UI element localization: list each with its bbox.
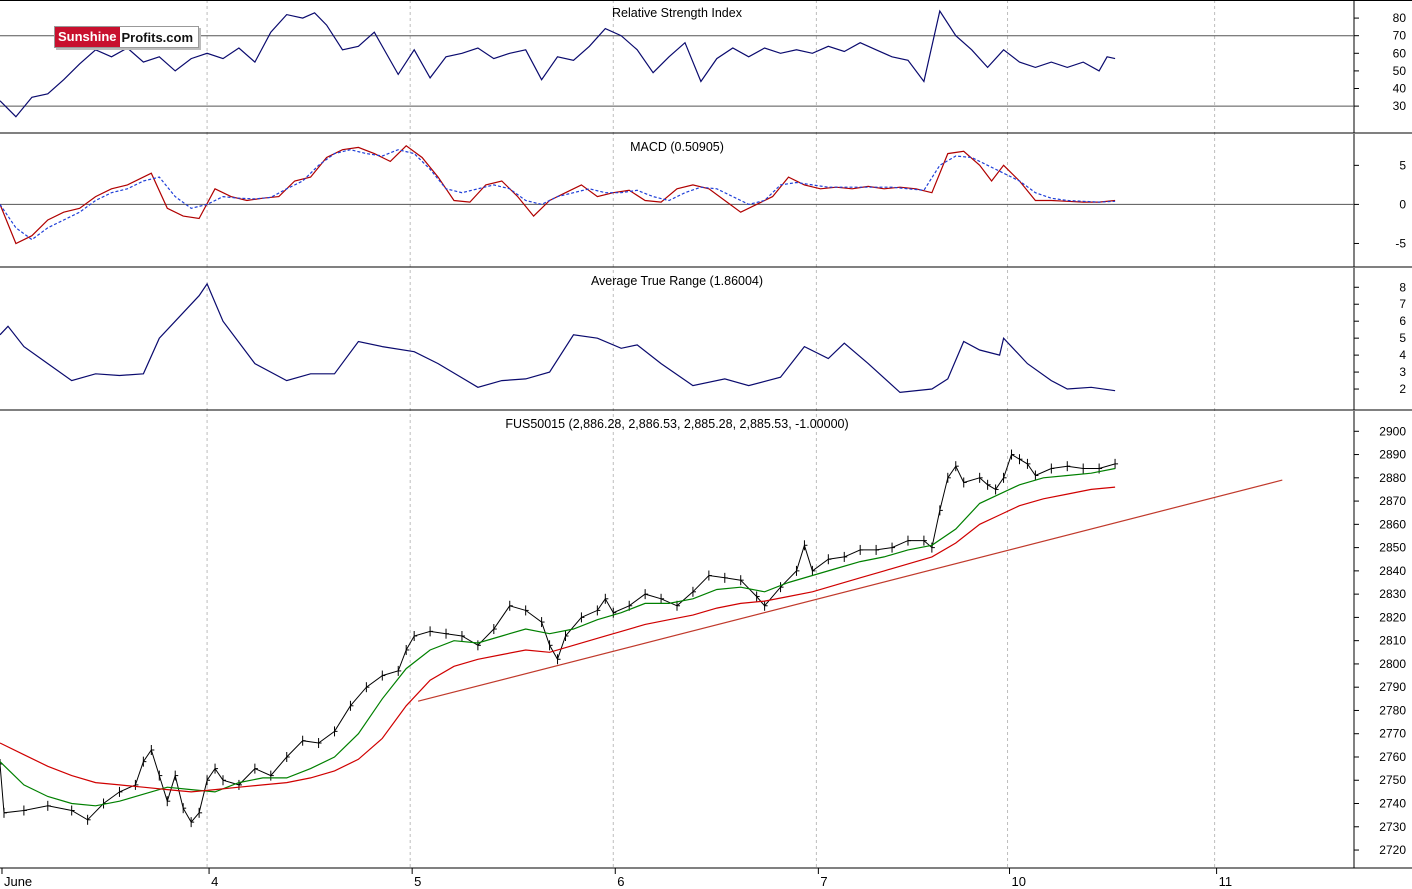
y-tick-label: 8: [1399, 280, 1406, 294]
y-tick-label: 2880: [1379, 471, 1406, 485]
y-tick-label: 4: [1399, 348, 1406, 362]
signal-series-line: [0, 149, 1116, 241]
panel-0: 30 40 50 60 70 80 Relative Strength Index: [0, 0, 1412, 134]
panel-title: Relative Strength Index: [612, 6, 743, 20]
y-tick-label: 2800: [1379, 657, 1406, 671]
y-tick-label: 30: [1393, 99, 1407, 113]
y-tick-label: 2830: [1379, 587, 1406, 601]
y-tick-label: 2840: [1379, 564, 1406, 578]
x-tick-label: 11: [1219, 874, 1233, 889]
x-tick-label: 10: [1012, 874, 1026, 889]
logo-part1: Sunshine: [55, 27, 120, 47]
y-tick-label: 2860: [1379, 517, 1406, 531]
panel-title: Average True Range (1.86004): [591, 274, 763, 288]
y-tick-label: 2870: [1379, 494, 1406, 508]
y-tick-label: -5: [1395, 236, 1406, 250]
y-tick-label: 3: [1399, 365, 1406, 379]
y-tick-label: 50: [1393, 64, 1407, 78]
y-tick-label: 2850: [1379, 541, 1406, 555]
y-tick-label: 6: [1399, 314, 1406, 328]
y-tick-label: 2730: [1379, 820, 1406, 834]
sunshine-profits-logo: Sunshine Profits.com: [54, 26, 200, 48]
y-tick-label: 2740: [1379, 797, 1406, 811]
x-tick-label: 6: [617, 874, 624, 889]
x-tick-label: 7: [820, 874, 827, 889]
y-tick-label: 5: [1399, 158, 1406, 172]
atr-series-line: [0, 282, 1116, 394]
x-tick-label: 4: [211, 874, 218, 889]
y-tick-label: 2750: [1379, 773, 1406, 787]
y-tick-label: 5: [1399, 331, 1406, 345]
y-tick-label: 2: [1399, 382, 1406, 396]
y-tick-label: 60: [1393, 46, 1407, 60]
y-tick-label: 2720: [1379, 843, 1406, 857]
y-tick-label: 2820: [1379, 610, 1406, 624]
ma-long-series-line: [0, 486, 1116, 793]
panel-3: 2720 2730 2740 2750 2760 2770 2780 2790 2800 2810…: [0, 411, 1412, 889]
macd-series-line: [0, 145, 1116, 245]
rsi-series-line: [0, 9, 1116, 118]
price-line: [0, 453, 1116, 823]
y-tick-label: 80: [1393, 11, 1407, 25]
y-tick-label: 2780: [1379, 703, 1406, 717]
y-tick-label: 0: [1399, 197, 1406, 211]
panel-title: MACD (0.50905): [630, 140, 724, 154]
x-tick-label: June: [4, 874, 32, 889]
panel-2: 2 3 4 5 6 7 8 Average True Range (1.86004): [0, 268, 1412, 411]
y-tick-label: 7: [1399, 297, 1406, 311]
y-tick-label: 2760: [1379, 750, 1406, 764]
y-tick-label: 2790: [1379, 680, 1406, 694]
y-tick-label: 2890: [1379, 448, 1406, 462]
y-tick-label: 2770: [1379, 727, 1406, 741]
y-tick-label: 2810: [1379, 634, 1406, 648]
y-tick-label: 2900: [1379, 424, 1406, 438]
ma-short-series-line: [0, 467, 1116, 807]
y-tick-label: 70: [1393, 29, 1407, 43]
panel-title: FUS50015 (2,886.28, 2,886.53, 2,885.28, …: [505, 417, 848, 431]
x-tick-label: 5: [414, 874, 421, 889]
y-tick-label: 40: [1393, 82, 1407, 96]
logo-part2: Profits.com: [121, 29, 194, 45]
panel-1: -5 0 5 MACD (0.50905): [0, 134, 1412, 268]
trendline-series-line: [417, 479, 1283, 702]
